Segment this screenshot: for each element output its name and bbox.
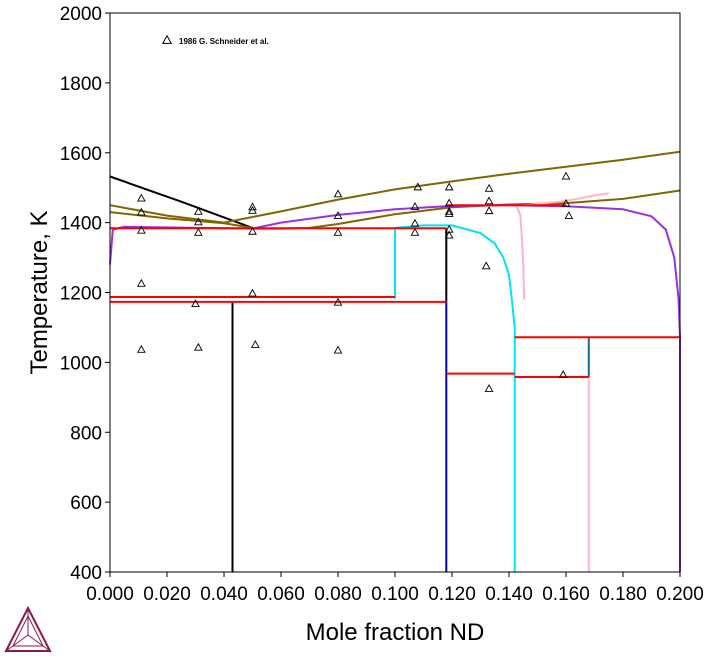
- data-point-triangle: [136, 207, 146, 216]
- data-point-triangle: [248, 288, 257, 297]
- data-point-triangle: [558, 370, 568, 378]
- data-point-triangle: [136, 225, 146, 234]
- data-point-triangle: [561, 171, 571, 180]
- y-tick-label: 1600: [60, 144, 102, 165]
- phase-boundary-0: [109, 175, 253, 229]
- phase-boundary-8: [394, 224, 516, 572]
- x-tick-label: 0.040: [200, 584, 248, 605]
- x-tick-label: 0.100: [371, 584, 419, 605]
- y-tick-label: 800: [70, 423, 102, 444]
- data-point-triangle: [193, 227, 203, 236]
- y-tick-label: 600: [70, 493, 102, 514]
- data-point-triangle: [248, 202, 257, 211]
- data-point-triangle: [136, 193, 146, 202]
- data-point-triangle: [333, 227, 343, 236]
- x-tick-label: 0.140: [485, 584, 533, 605]
- data-point-triangle: [250, 340, 260, 348]
- data-point-triangle: [561, 198, 571, 207]
- x-tick-label: 0.200: [656, 584, 704, 605]
- x-tick-label: 0.180: [599, 584, 647, 605]
- data-point-triangle: [564, 211, 574, 219]
- data-point-triangle: [410, 227, 420, 236]
- x-tick-label: 0.160: [542, 584, 590, 605]
- x-tick-label: 0.080: [314, 584, 362, 605]
- x-axis: 0.000 0.020 0.040 0.060 0.080 0.100 0.120 0.140…: [86, 572, 704, 605]
- legend-triangle-icon: [161, 34, 173, 44]
- data-point-triangle: [193, 217, 203, 226]
- data-point-triangle: [484, 183, 494, 192]
- data-point-triangle: [484, 196, 494, 205]
- phase-boundary-9: [513, 204, 526, 300]
- data-point-triangle: [444, 182, 454, 191]
- data-point-triangle: [333, 189, 343, 198]
- data-point-triangle: [410, 218, 420, 227]
- y-tick-label: 1000: [60, 353, 102, 374]
- data-point-triangle: [136, 344, 146, 353]
- thermo-calc-logo-icon: [4, 605, 52, 652]
- data-point-triangle: [191, 299, 200, 308]
- legend-label: 1986 G. Schneider et al.: [179, 37, 269, 46]
- y-axis: 400 600 800 1000 1200 1400 1600 1800 2000: [60, 4, 110, 584]
- data-point-triangle: [444, 230, 454, 239]
- data-point-triangle: [333, 297, 343, 306]
- y-axis-title: Temperature, K: [26, 210, 53, 374]
- data-point-triangle: [444, 206, 454, 215]
- y-tick-label: 400: [70, 563, 102, 584]
- legend: 1986 G. Schneider et al.: [161, 34, 269, 46]
- data-point-triangle: [444, 209, 454, 217]
- data-point-triangle: [481, 261, 491, 270]
- data-point-triangle: [193, 342, 203, 351]
- data-point-triangle: [444, 198, 454, 207]
- y-tick-label: 1800: [60, 74, 102, 95]
- data-point-triangle: [333, 211, 343, 219]
- experimental-points: [136, 171, 574, 392]
- data-point-triangle: [333, 345, 343, 354]
- data-point-triangle: [248, 205, 257, 214]
- phase-boundary-3: [109, 150, 681, 224]
- data-point-triangle: [248, 226, 257, 235]
- data-point-triangle: [410, 202, 420, 210]
- data-point-triangle: [193, 206, 203, 215]
- x-tick-label: 0.020: [143, 584, 191, 605]
- x-tick-label: 0.000: [86, 584, 134, 605]
- y-tick-label: 2000: [60, 4, 102, 25]
- y-tick-label: 1200: [60, 284, 102, 305]
- data-point-triangle: [484, 206, 494, 215]
- x-axis-title: Mole fraction ND: [306, 619, 485, 646]
- invariant-lines: [110, 204, 680, 378]
- x-tick-label: 0.060: [257, 584, 305, 605]
- data-point-triangle: [136, 278, 146, 287]
- y-tick-label: 1400: [60, 214, 102, 235]
- data-point-triangle: [484, 384, 494, 392]
- x-tick-label: 0.120: [428, 584, 476, 605]
- data-point-triangle: [413, 182, 423, 191]
